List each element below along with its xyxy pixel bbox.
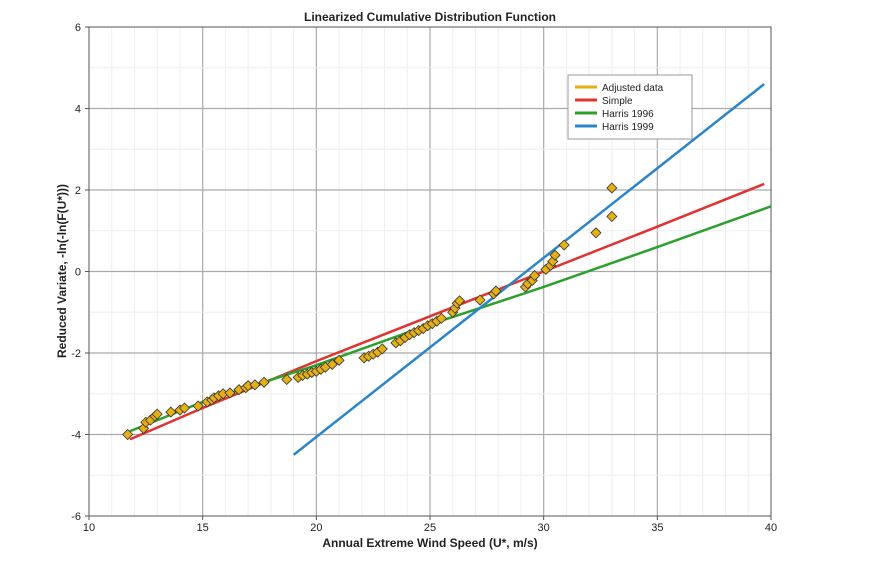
data-point (122, 428, 134, 441)
y-tick-label: -4 (71, 430, 81, 442)
y-ticks: -6 -4 -2 0 2 4 6 (71, 22, 89, 523)
data-point (376, 343, 388, 355)
x-tick-label: 20 (310, 522, 322, 534)
data-point (249, 379, 261, 391)
data-point (224, 387, 236, 399)
data-point (281, 373, 293, 386)
x-tick-label: 25 (424, 522, 436, 534)
legend-label: Harris 1996 (602, 109, 654, 120)
data-point (192, 400, 204, 412)
y-tick-label: 4 (75, 104, 81, 116)
legend-label: Simple (602, 96, 633, 107)
data-point (606, 182, 618, 194)
x-tick-label: 35 (651, 522, 663, 534)
data-point (558, 239, 570, 251)
series-line-simple (129, 182, 765, 441)
y-tick-label: 2 (75, 185, 81, 197)
x-tick-label: 10 (83, 522, 95, 534)
series-line-harris-1999 (292, 83, 765, 456)
data-point (151, 408, 163, 420)
x-tick-label: 15 (197, 522, 209, 534)
data-point (333, 354, 345, 366)
data-point (590, 227, 602, 239)
y-tick-label: -2 (71, 348, 81, 360)
y-tick-label: 0 (75, 267, 81, 279)
y-axis-label: Reduced Variate, -ln(-ln(F(U*))) (55, 184, 69, 358)
chart-title: Linearized Cumulative Distribution Funct… (304, 10, 556, 24)
series-lines (129, 83, 772, 456)
y-tick-label: 6 (75, 22, 81, 34)
data-point (529, 270, 541, 282)
data-point (258, 376, 270, 388)
x-axis-label: Annual Extreme Wind Speed (U*, m/s) (322, 536, 537, 550)
data-points (122, 182, 618, 441)
data-point (474, 294, 486, 306)
x-tick-label: 30 (538, 522, 550, 534)
data-point (549, 249, 561, 261)
y-tick-label: -6 (71, 511, 81, 523)
data-point (178, 402, 191, 414)
data-point (326, 358, 338, 370)
legend: Adjusted data Simple Harris 1996 Harris 199… (567, 74, 693, 140)
data-point (165, 406, 177, 418)
data-point (606, 210, 618, 223)
legend-label: Harris 1999 (602, 122, 654, 133)
x-ticks: 10 15 20 25 30 35 40 (83, 516, 777, 534)
data-point (435, 312, 447, 324)
data-point (453, 295, 466, 307)
data-point (490, 285, 502, 297)
legend-label: Adjusted data (602, 83, 664, 94)
x-tick-label: 40 (765, 522, 777, 534)
